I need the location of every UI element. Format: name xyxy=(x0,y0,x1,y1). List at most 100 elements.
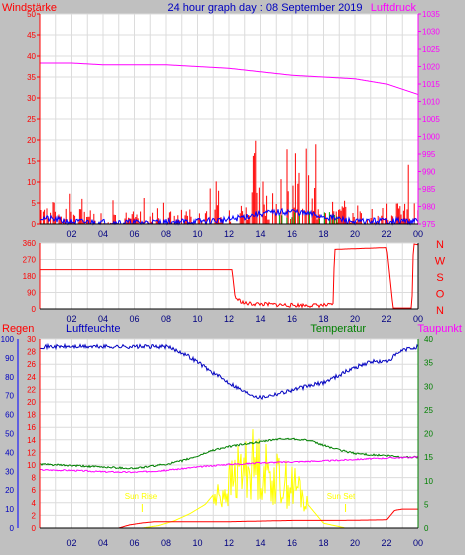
rain-tick-label: 18 xyxy=(27,411,36,420)
temperature-tick-label: 15 xyxy=(424,453,433,462)
wind-x-tick-label: 16 xyxy=(287,229,297,239)
pressure-tick-label: 1005 xyxy=(422,115,440,124)
direction-x-tick-label: 14 xyxy=(255,314,265,324)
temperature-tick-label: 0 xyxy=(424,524,429,533)
rain-tick-label: 20 xyxy=(27,398,36,407)
pressure-tick-label: 985 xyxy=(422,185,436,194)
rain-tick-label: 22 xyxy=(27,385,36,394)
wind-x-tick-label: 04 xyxy=(98,229,108,239)
weather-x-tick-label: 18 xyxy=(318,538,328,548)
direction-x-tick-label: 12 xyxy=(224,314,234,324)
temperature-tick-label: 20 xyxy=(424,430,433,439)
wind-x-tick-label: 02 xyxy=(66,229,76,239)
weather-x-tick-label: 06 xyxy=(129,538,139,548)
pressure-tick-label: 1000 xyxy=(422,133,440,142)
temperature-tick-label: 5 xyxy=(424,500,429,509)
rain-tick-label: 8 xyxy=(32,474,37,483)
rain-tick-label: 10 xyxy=(27,461,36,470)
pressure-axis-title: Luftdruck xyxy=(371,2,417,14)
wind-axis-title: Windstärke xyxy=(2,2,57,14)
wind-x-tick-label: 18 xyxy=(318,229,328,239)
rain-tick-label: 0 xyxy=(32,524,37,533)
dewpoint-line xyxy=(39,455,419,474)
rain-tick-label: 26 xyxy=(27,360,36,369)
humidity-tick-label: 100 xyxy=(1,335,15,344)
wind-x-tick-label: 22 xyxy=(381,229,391,239)
wind-tick-label: 20 xyxy=(27,136,36,145)
direction-x-tick-label: 22 xyxy=(381,314,391,324)
weather-x-tick-label: 08 xyxy=(161,538,171,548)
pressure-tick-label: 975 xyxy=(422,220,436,229)
temperature-line xyxy=(40,437,419,470)
dewpoint-axis-title: Taupunkt xyxy=(417,323,462,335)
pressure-tick-label: 1025 xyxy=(422,45,440,54)
weather-x-tick-label: 12 xyxy=(224,538,234,548)
temperature-tick-label: 40 xyxy=(424,335,433,344)
direction-x-tick-label: 00 xyxy=(413,314,423,324)
pressure-line xyxy=(40,62,419,95)
temperature-tick-label: 10 xyxy=(424,477,433,486)
pressure-tick-label: 1030 xyxy=(422,28,440,37)
humidity-tick-label: 0 xyxy=(10,524,15,533)
compass-label: N xyxy=(436,239,444,251)
compass-label: N xyxy=(436,305,444,317)
humidity-tick-label: 50 xyxy=(5,430,14,439)
direction-tick-label: 90 xyxy=(27,289,36,298)
weather-x-tick-label: 00 xyxy=(413,538,423,548)
humidity-axis-title: Luftfeuchte xyxy=(66,323,120,335)
wind-x-tick-label: 10 xyxy=(192,229,202,239)
wind-x-tick-label: 06 xyxy=(129,229,139,239)
direction-tick-label: 180 xyxy=(23,272,37,281)
compass-label: O xyxy=(436,289,445,301)
temperature-axis-title: Temperatur xyxy=(310,323,366,335)
rain-tick-label: 6 xyxy=(32,486,37,495)
wind-tick-label: 5 xyxy=(32,199,37,208)
direction-tick-label: 360 xyxy=(23,239,37,248)
direction-x-tick-label: 10 xyxy=(192,314,202,324)
humidity-tick-label: 10 xyxy=(5,505,14,514)
weather-x-tick-label: 16 xyxy=(287,538,297,548)
wind-x-tick-label: 00 xyxy=(413,229,423,239)
direction-x-tick-label: 18 xyxy=(318,314,328,324)
wind-tick-label: 25 xyxy=(27,115,36,124)
humidity-tick-label: 30 xyxy=(5,467,14,476)
pressure-tick-label: 1035 xyxy=(422,10,440,19)
chart-gridlines xyxy=(39,13,419,529)
wind-tick-label: 15 xyxy=(27,157,36,166)
sunrise-annotation: Sun Rise xyxy=(125,492,158,501)
pressure-tick-label: 995 xyxy=(422,150,436,159)
wind-x-tick-label: 12 xyxy=(224,229,234,239)
rain-tick-label: 4 xyxy=(32,499,37,508)
pressure-tick-label: 1010 xyxy=(422,98,440,107)
wind-x-tick-label: 08 xyxy=(161,229,171,239)
sunset-annotation: Sun Set xyxy=(327,492,356,501)
direction-tick-label: 270 xyxy=(23,256,37,265)
wind-tick-label: 45 xyxy=(27,31,36,40)
rain-axis-title: Regen xyxy=(2,323,34,335)
humidity-line xyxy=(39,342,419,401)
temperature-tick-label: 30 xyxy=(424,382,433,391)
direction-x-tick-label: 04 xyxy=(98,314,108,324)
chart-axes: 0510152025303540455097598098599099510001… xyxy=(1,10,446,548)
wind-tick-label: 50 xyxy=(27,10,36,19)
weather-x-tick-label: 14 xyxy=(255,538,265,548)
weather-x-tick-label: 20 xyxy=(350,538,360,548)
rain-tick-label: 16 xyxy=(27,423,36,432)
direction-line xyxy=(40,243,419,309)
weather-x-tick-label: 22 xyxy=(381,538,391,548)
chart-title: 24 hour graph day : 08 September 2019 xyxy=(167,2,362,14)
pressure-tick-label: 1015 xyxy=(422,80,440,89)
wind-tick-label: 30 xyxy=(27,94,36,103)
temperature-tick-label: 25 xyxy=(424,406,433,415)
direction-x-tick-label: 16 xyxy=(287,314,297,324)
weather-x-tick-label: 02 xyxy=(66,538,76,548)
direction-x-tick-label: 08 xyxy=(161,314,171,324)
humidity-tick-label: 60 xyxy=(5,411,14,420)
humidity-tick-label: 20 xyxy=(5,486,14,495)
wind-tick-label: 0 xyxy=(32,220,37,229)
wind-x-tick-label: 14 xyxy=(255,229,265,239)
pressure-tick-label: 990 xyxy=(422,168,436,177)
rain-tick-label: 30 xyxy=(27,335,36,344)
direction-x-tick-label: 02 xyxy=(66,314,76,324)
wind-x-tick-label: 20 xyxy=(350,229,360,239)
